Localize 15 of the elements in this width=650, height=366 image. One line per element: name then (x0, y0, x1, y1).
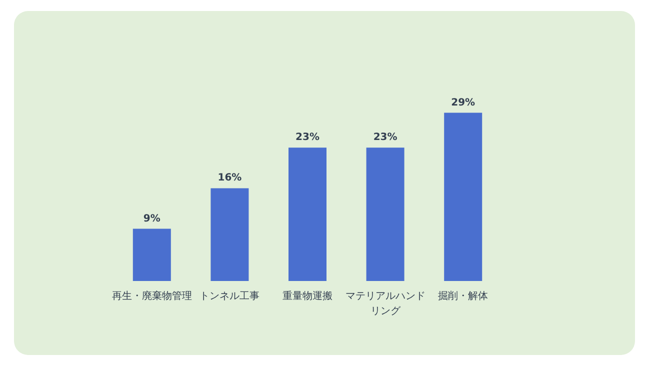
x-tick-label: 重量物運搬 (282, 290, 332, 302)
bar (444, 112, 482, 281)
data-label: 9% (143, 213, 160, 224)
bar (366, 148, 404, 281)
bar (132, 228, 171, 281)
data-label: 23% (373, 132, 398, 144)
bar (288, 148, 326, 281)
data-label: 23% (296, 132, 320, 144)
data-label: 29% (451, 97, 476, 108)
x-tick-label: 再生・廃棄物管理 (112, 290, 192, 302)
bar (210, 188, 249, 281)
x-tick-label: トンネル工事 (200, 290, 260, 302)
data-label: 16% (218, 172, 242, 184)
x-tick-label: マテリアルハンドリング (345, 291, 426, 317)
x-tick-label: 掘削・解体 (438, 290, 488, 302)
